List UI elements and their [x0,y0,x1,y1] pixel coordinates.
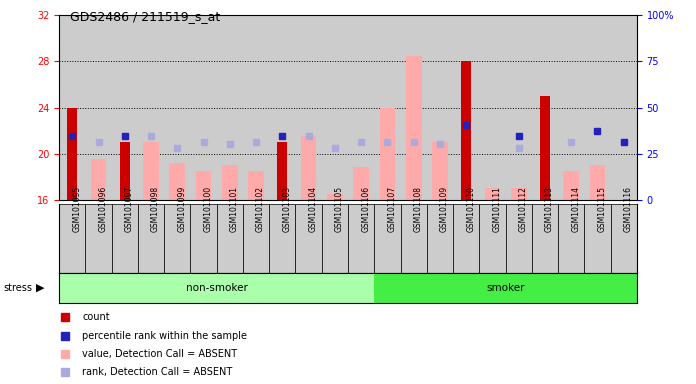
Bar [427,204,453,273]
Text: GSM101107: GSM101107 [388,186,397,232]
Bar [269,204,296,273]
Bar [68,108,77,200]
Text: GSM101101: GSM101101 [230,186,239,232]
Bar [322,204,348,273]
Bar [164,204,191,273]
Text: count: count [82,312,110,322]
Text: percentile rank within the sample: percentile rank within the sample [82,331,247,341]
Bar [111,204,138,273]
Bar [563,171,579,200]
Bar [511,188,527,200]
Bar [590,165,606,200]
Bar [59,273,374,303]
Text: GSM101095: GSM101095 [72,186,81,232]
Bar [164,15,191,200]
Bar [59,15,86,200]
Bar [354,167,369,200]
Bar [278,142,287,200]
Bar [243,204,269,273]
Bar [558,15,585,200]
Bar [585,204,610,273]
Text: GSM101110: GSM101110 [466,186,475,232]
Text: GSM101099: GSM101099 [177,186,187,232]
Bar [379,108,395,200]
Bar [86,204,111,273]
Bar [169,163,185,200]
Bar [480,204,505,273]
Bar [216,204,243,273]
Text: rank, Detection Call = ABSENT: rank, Detection Call = ABSENT [82,367,232,377]
Text: GSM101108: GSM101108 [413,186,422,232]
Bar [505,15,532,200]
Bar [327,194,342,200]
Text: GDS2486 / 211519_s_at: GDS2486 / 211519_s_at [70,10,220,23]
Bar [111,15,138,200]
Bar [610,204,637,273]
Text: GSM101113: GSM101113 [545,186,554,232]
Text: non-smoker: non-smoker [186,283,248,293]
Text: smoker: smoker [487,283,525,293]
Bar [374,204,400,273]
Bar [301,136,317,200]
Bar [484,188,500,200]
Bar [374,15,400,200]
Bar [322,15,348,200]
Bar [432,142,448,200]
Bar [453,15,480,200]
Text: GSM101098: GSM101098 [151,186,160,232]
Bar [400,15,427,200]
Text: GSM101104: GSM101104 [308,186,317,232]
Bar [86,15,111,200]
Bar [248,171,264,200]
Text: GSM101109: GSM101109 [440,186,449,232]
Bar [558,204,585,273]
Bar [143,142,159,200]
Bar [191,15,216,200]
Bar [348,15,374,200]
Text: GSM101112: GSM101112 [519,186,528,232]
Bar [400,204,427,273]
Bar [222,165,238,200]
Text: GSM101116: GSM101116 [624,186,633,232]
Text: GSM101097: GSM101097 [125,186,134,232]
Text: GSM101106: GSM101106 [361,186,370,232]
Bar [610,15,637,200]
Text: GSM101114: GSM101114 [571,186,580,232]
Text: GSM101105: GSM101105 [335,186,344,232]
Bar [461,61,471,200]
Bar [296,15,322,200]
Bar [120,142,129,200]
Bar [269,15,296,200]
Text: stress: stress [3,283,33,293]
Bar [480,15,505,200]
Text: GSM101096: GSM101096 [99,186,108,232]
Text: GSM101102: GSM101102 [256,186,265,232]
Bar [296,204,322,273]
Bar [216,15,243,200]
Bar [59,204,86,273]
Bar [90,159,106,200]
Bar [191,204,216,273]
Text: GSM101111: GSM101111 [493,186,501,232]
Bar [505,204,532,273]
Bar [532,15,558,200]
Bar [532,204,558,273]
Bar [138,204,164,273]
Text: GSM101115: GSM101115 [597,186,606,232]
Bar [453,204,480,273]
Text: ▶: ▶ [36,283,45,293]
Bar [585,15,610,200]
Bar [374,273,637,303]
Bar [406,56,422,200]
Text: GSM101100: GSM101100 [204,186,212,232]
Text: GSM101103: GSM101103 [283,186,292,232]
Bar [196,171,212,200]
Bar [427,15,453,200]
Bar [540,96,550,200]
Bar [138,15,164,200]
Bar [243,15,269,200]
Text: value, Detection Call = ABSENT: value, Detection Call = ABSENT [82,349,237,359]
Bar [348,204,374,273]
